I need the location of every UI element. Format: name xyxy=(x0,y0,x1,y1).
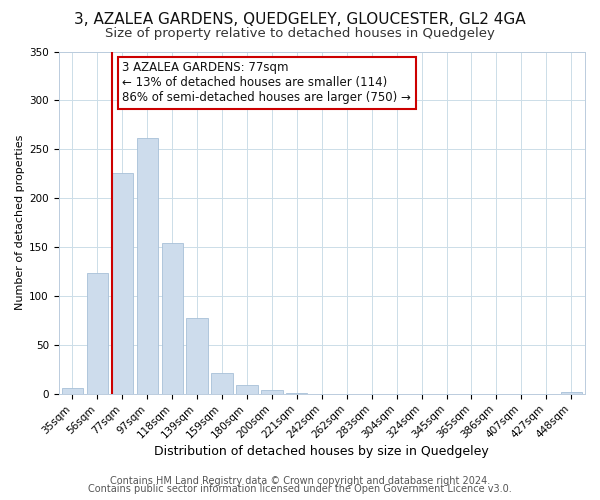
Bar xyxy=(87,274,108,394)
Text: 3, AZALEA GARDENS, QUEDGELEY, GLOUCESTER, GL2 4GA: 3, AZALEA GARDENS, QUEDGELEY, GLOUCESTER… xyxy=(74,12,526,28)
Bar xyxy=(211,373,233,394)
Bar xyxy=(560,392,582,394)
Text: Contains HM Land Registry data © Crown copyright and database right 2024.: Contains HM Land Registry data © Crown c… xyxy=(110,476,490,486)
Bar xyxy=(62,388,83,394)
Text: Contains public sector information licensed under the Open Government Licence v3: Contains public sector information licen… xyxy=(88,484,512,494)
Bar xyxy=(187,318,208,394)
X-axis label: Distribution of detached houses by size in Quedgeley: Distribution of detached houses by size … xyxy=(154,444,489,458)
Bar xyxy=(137,138,158,394)
Text: Size of property relative to detached houses in Quedgeley: Size of property relative to detached ho… xyxy=(105,28,495,40)
Y-axis label: Number of detached properties: Number of detached properties xyxy=(15,135,25,310)
Text: 3 AZALEA GARDENS: 77sqm
← 13% of detached houses are smaller (114)
86% of semi-d: 3 AZALEA GARDENS: 77sqm ← 13% of detache… xyxy=(122,62,411,104)
Bar xyxy=(286,393,307,394)
Bar xyxy=(161,243,183,394)
Bar xyxy=(262,390,283,394)
Bar xyxy=(236,385,257,394)
Bar xyxy=(112,173,133,394)
